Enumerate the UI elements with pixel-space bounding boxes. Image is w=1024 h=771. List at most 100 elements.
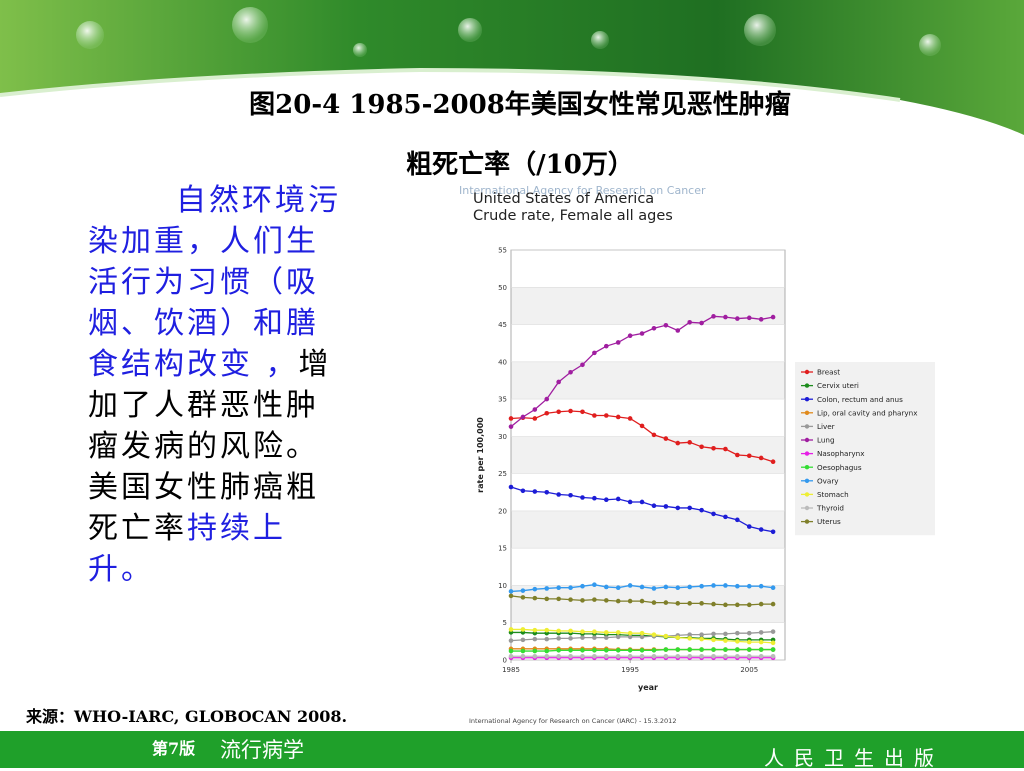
data-point-breast bbox=[675, 440, 681, 446]
y-tick-label: 30 bbox=[498, 433, 507, 441]
data-point-stomach bbox=[758, 639, 764, 645]
data-point-uterus bbox=[687, 601, 692, 606]
data-point-thyroid bbox=[758, 653, 764, 659]
data-point-breast bbox=[663, 436, 669, 441]
data-point-oesophagus bbox=[723, 647, 728, 652]
grid-band bbox=[511, 585, 785, 623]
data-point-colon-rectum-and-anus bbox=[675, 505, 681, 511]
data-point-thyroid bbox=[770, 653, 776, 659]
data-point-uterus bbox=[663, 600, 669, 605]
data-point-oesophagus bbox=[663, 647, 669, 652]
body-text: 自然环境污染加重，人们生活行为习惯（吸烟、饮酒）和膳食结构改变 ，增加了人群恶性… bbox=[88, 180, 350, 590]
grid-band bbox=[511, 361, 785, 400]
y-tick-label: 40 bbox=[498, 358, 507, 366]
data-point-liver bbox=[723, 631, 728, 637]
plot-area: 0 5 10 15 20 25 30 35 40 45 50 55 1985 1995 2005 year ra… bbox=[476, 247, 786, 692]
data-point-liver bbox=[735, 630, 740, 636]
data-point-uterus bbox=[699, 601, 704, 606]
footer-publisher: 人民卫生出版 bbox=[764, 746, 944, 770]
data-point-oesophagus bbox=[508, 648, 514, 654]
data-point-thyroid bbox=[699, 653, 704, 659]
x-tick-label: 1995 bbox=[621, 666, 639, 674]
data-point-breast bbox=[770, 459, 776, 465]
legend-label-liver: Liver bbox=[817, 422, 835, 431]
data-point-lung bbox=[568, 369, 573, 375]
data-point-ovary bbox=[520, 588, 526, 593]
data-point-stomach bbox=[711, 637, 716, 643]
data-point-breast bbox=[592, 413, 597, 418]
data-point-lung bbox=[758, 317, 764, 322]
chart-title-line2: Crude rate, Female all ages bbox=[473, 208, 673, 224]
data-point-oesophagus bbox=[568, 648, 573, 653]
data-point-colon-rectum-and-anus bbox=[746, 524, 752, 529]
footer-bar: 第7版 流行病学 人民卫生出版 bbox=[0, 731, 1024, 770]
y-tick-label: 50 bbox=[498, 284, 507, 292]
data-point-breast bbox=[711, 445, 716, 451]
data-point-ovary bbox=[663, 584, 669, 590]
chart-legend: Breast Cervix uteri Colon, rectum and anus… bbox=[795, 362, 935, 536]
data-point-colon-rectum-and-anus bbox=[723, 514, 728, 520]
legend-marker-stomach bbox=[804, 492, 810, 497]
data-point-ovary bbox=[746, 583, 752, 589]
data-point-oesophagus bbox=[544, 648, 550, 654]
data-point-uterus bbox=[520, 595, 526, 600]
data-point-thyroid bbox=[651, 653, 657, 659]
data-point-breast bbox=[639, 423, 645, 429]
y-tick-label: 0 bbox=[503, 657, 507, 665]
data-point-colon-rectum-and-anus bbox=[770, 529, 776, 535]
data-point-stomach bbox=[568, 628, 573, 634]
data-point-ovary bbox=[735, 583, 740, 589]
data-point-stomach bbox=[615, 630, 621, 635]
data-point-colon-rectum-and-anus bbox=[699, 507, 704, 513]
data-point-lung bbox=[651, 325, 657, 331]
data-point-oesophagus bbox=[520, 648, 526, 654]
data-point-ovary bbox=[532, 586, 538, 592]
data-point-liver bbox=[758, 630, 764, 635]
data-point-lung bbox=[675, 328, 681, 333]
data-point-stomach bbox=[770, 640, 776, 646]
legend-marker-colon-rectum-and-anus bbox=[804, 397, 810, 402]
data-point-ovary bbox=[723, 583, 728, 588]
data-point-breast bbox=[627, 416, 633, 421]
data-point-ovary bbox=[627, 583, 633, 588]
data-point-thyroid bbox=[604, 653, 609, 659]
data-point-breast bbox=[580, 409, 585, 415]
body-text-trend: 持续上升。 bbox=[88, 511, 286, 587]
data-point-uterus bbox=[580, 598, 585, 603]
data-point-oesophagus bbox=[639, 648, 645, 653]
data-point-lung bbox=[746, 315, 752, 321]
data-point-lung bbox=[592, 350, 597, 356]
data-point-stomach bbox=[580, 629, 585, 634]
data-point-thyroid bbox=[592, 653, 597, 659]
mortality-chart: International Agency for Research on Can… bbox=[455, 182, 945, 730]
slide-title-line2: 粗死亡率（/10万） bbox=[406, 150, 634, 180]
data-point-ovary bbox=[580, 583, 585, 589]
data-point-ovary bbox=[556, 585, 561, 590]
data-point-liver bbox=[627, 634, 633, 640]
data-point-breast bbox=[532, 416, 538, 421]
legend-label-lip-oral-cavity-and-pharynx: Lip, oral cavity and pharynx bbox=[817, 408, 918, 417]
data-point-stomach bbox=[735, 639, 740, 644]
grid-band bbox=[511, 510, 785, 549]
legend-marker-nasopharynx bbox=[804, 451, 810, 456]
data-point-colon-rectum-and-anus bbox=[639, 499, 645, 505]
data-point-liver bbox=[711, 631, 716, 637]
legend-marker-thyroid bbox=[804, 505, 810, 511]
legend-label-breast: Breast bbox=[817, 368, 840, 377]
data-point-breast bbox=[746, 453, 752, 459]
data-point-stomach bbox=[651, 632, 657, 637]
data-point-liver bbox=[544, 636, 550, 642]
data-point-liver bbox=[556, 636, 561, 641]
data-point-lung bbox=[556, 379, 561, 385]
data-point-breast bbox=[556, 409, 561, 415]
data-point-stomach bbox=[723, 638, 728, 643]
data-point-oesophagus bbox=[627, 648, 633, 653]
data-point-uterus bbox=[604, 598, 609, 603]
data-point-stomach bbox=[699, 636, 704, 642]
data-point-lung bbox=[627, 333, 633, 339]
y-tick-label: 5 bbox=[503, 619, 507, 627]
data-point-thyroid bbox=[568, 653, 573, 659]
data-point-ovary bbox=[675, 585, 681, 590]
data-point-liver bbox=[508, 638, 514, 643]
data-point-uterus bbox=[758, 601, 764, 607]
